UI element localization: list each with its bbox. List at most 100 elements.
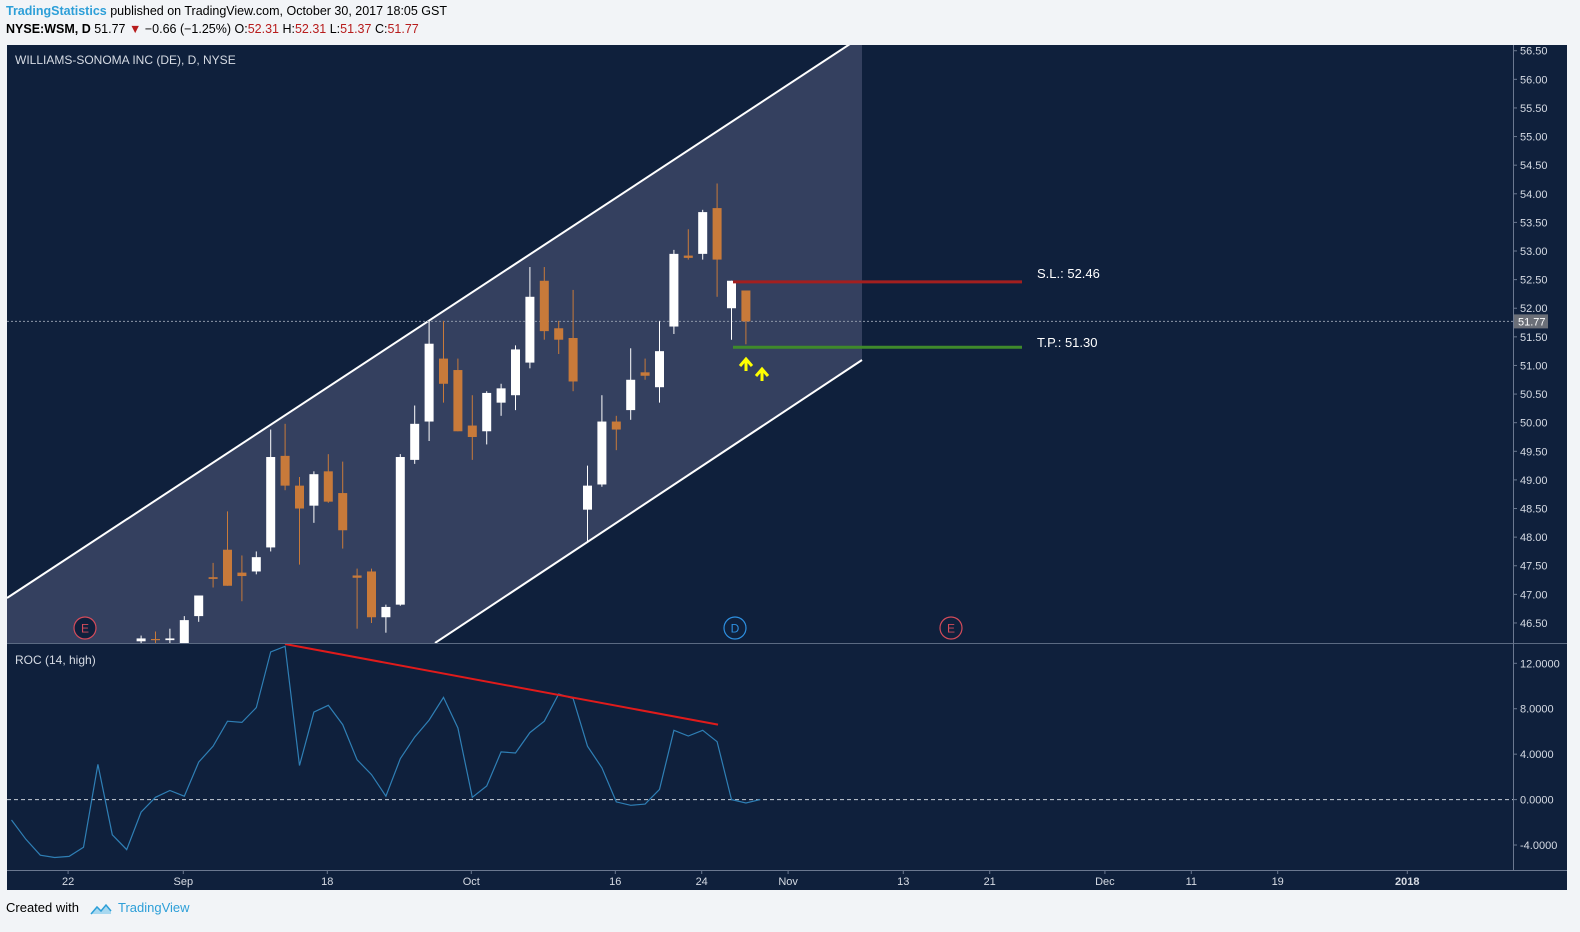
candle-body[interactable] <box>352 575 362 578</box>
y-tick-label: 56.50 <box>1520 46 1548 58</box>
x-tick-label: 21 <box>984 876 996 888</box>
y-tick-label: 55.50 <box>1520 103 1548 115</box>
y-tick-label: 53.50 <box>1520 217 1548 229</box>
candle-body[interactable] <box>698 212 708 254</box>
earnings-event-marker[interactable] <box>939 616 963 640</box>
y-tick-label: 46.50 <box>1520 618 1548 630</box>
close-value: 51.77 <box>387 22 419 36</box>
up-arrow-icon <box>754 366 770 377</box>
x-tick-label: 19 <box>1272 876 1284 888</box>
candle-body[interactable] <box>323 471 333 502</box>
y-tick-label: 49.00 <box>1520 475 1548 487</box>
close-label: C: <box>374 22 388 36</box>
candle-body[interactable] <box>496 388 506 403</box>
candle-body[interactable] <box>266 457 276 548</box>
candle-body[interactable] <box>741 290 751 322</box>
candle-body[interactable] <box>626 379 636 411</box>
candle-body[interactable] <box>568 337 578 382</box>
high-label: H: <box>282 22 295 36</box>
candle-body[interactable] <box>223 549 232 586</box>
candle-body[interactable] <box>539 280 549 332</box>
candle-body[interactable] <box>554 328 564 340</box>
dividend-event-marker[interactable] <box>723 616 747 640</box>
y-tick-label: 49.50 <box>1520 446 1548 458</box>
high-value: 52.31 <box>294 22 327 36</box>
candle-body[interactable] <box>280 455 290 486</box>
tradingview-logo-icon <box>90 903 112 915</box>
y-tick-label: 47.50 <box>1520 561 1548 573</box>
candle-body[interactable] <box>381 606 391 618</box>
event-marker-label: D <box>731 622 740 636</box>
stop-loss-label: S.L.: 52.46 <box>1037 266 1100 281</box>
tradingview-link[interactable]: TradingView <box>118 900 190 915</box>
y-tick-label: 51.50 <box>1520 332 1548 344</box>
y-tick-label: 50.50 <box>1520 389 1548 401</box>
candle-body[interactable] <box>208 577 218 579</box>
candle-body[interactable] <box>655 351 664 388</box>
candle-body[interactable] <box>395 457 405 605</box>
candle-body[interactable] <box>338 493 348 531</box>
low-label: L: <box>329 22 341 36</box>
candle-body[interactable] <box>453 370 463 432</box>
footer: Created with TradingView <box>6 900 190 916</box>
event-marker-label: E <box>947 622 955 636</box>
price-change: −0.66 (−1.25%) <box>144 22 232 36</box>
candle-body[interactable] <box>179 620 189 643</box>
candle-body[interactable] <box>683 255 693 258</box>
roc-series-line[interactable] <box>11 645 761 859</box>
roc-y-tick-label: 8.0000 <box>1520 704 1554 716</box>
candle-body[interactable] <box>525 296 535 363</box>
candle-body[interactable] <box>410 423 420 460</box>
candle-body[interactable] <box>712 208 722 260</box>
roc-pane[interactable] <box>7 644 1513 870</box>
y-tick-label: 54.00 <box>1520 189 1548 201</box>
candle-body[interactable] <box>467 425 477 437</box>
candle-body[interactable] <box>669 253 679 327</box>
earnings-event-marker[interactable] <box>73 616 97 640</box>
x-tick-label: Sep <box>174 876 194 888</box>
candle-body[interactable] <box>367 571 376 618</box>
y-tick-label: 48.00 <box>1520 532 1548 544</box>
y-tick-label: 52.50 <box>1520 275 1548 287</box>
candle-body[interactable] <box>583 485 592 510</box>
candle-body[interactable] <box>640 372 650 376</box>
candle-body[interactable] <box>439 358 448 384</box>
y-axis-area[interactable] <box>1513 45 1567 870</box>
x-tick-label: 24 <box>696 876 708 888</box>
last-price: 51.77 <box>94 22 126 36</box>
candle-body[interactable] <box>424 343 434 422</box>
candle-body[interactable] <box>136 638 146 642</box>
roc-y-tick-label: -4.0000 <box>1520 840 1557 852</box>
candle-body[interactable] <box>309 474 319 506</box>
candle-body[interactable] <box>194 595 204 617</box>
channel-lower-line[interactable] <box>434 359 863 643</box>
x-axis-area[interactable] <box>7 870 1567 890</box>
publish-info: TradingStatistics published on TradingVi… <box>6 4 447 18</box>
roc-y-tick-label: 0.0000 <box>1520 795 1554 807</box>
event-marker-label: E <box>81 622 89 636</box>
x-tick-label: 22 <box>62 876 74 888</box>
down-arrow-icon: ▼ <box>128 22 142 36</box>
candle-body[interactable] <box>611 421 621 430</box>
candle-body[interactable] <box>597 421 607 485</box>
symbol-ohlc-bar: NYSE:WSM, D 51.77 ▼ −0.66 (−1.25%) O:52.… <box>6 22 419 36</box>
created-with-text: Created with <box>6 900 79 915</box>
candle-body[interactable] <box>295 485 304 509</box>
divergence-line[interactable] <box>284 644 719 726</box>
x-tick-label: 16 <box>609 876 621 888</box>
x-tick-label: 18 <box>321 876 333 888</box>
candle-body[interactable] <box>165 638 175 641</box>
open-label: O: <box>234 22 248 36</box>
candle-body[interactable] <box>151 638 160 641</box>
candle-body[interactable] <box>251 557 261 572</box>
x-tick-label: Oct <box>463 876 480 888</box>
publisher-link[interactable]: TradingStatistics <box>6 4 107 18</box>
candle-body[interactable] <box>237 572 247 577</box>
candle-body[interactable] <box>482 392 492 432</box>
open-value: 52.31 <box>247 22 279 36</box>
candle-body[interactable] <box>511 349 520 396</box>
y-tick-label: 54.50 <box>1520 160 1548 172</box>
candle-body[interactable] <box>727 280 736 309</box>
x-tick-label: Nov <box>778 876 798 888</box>
